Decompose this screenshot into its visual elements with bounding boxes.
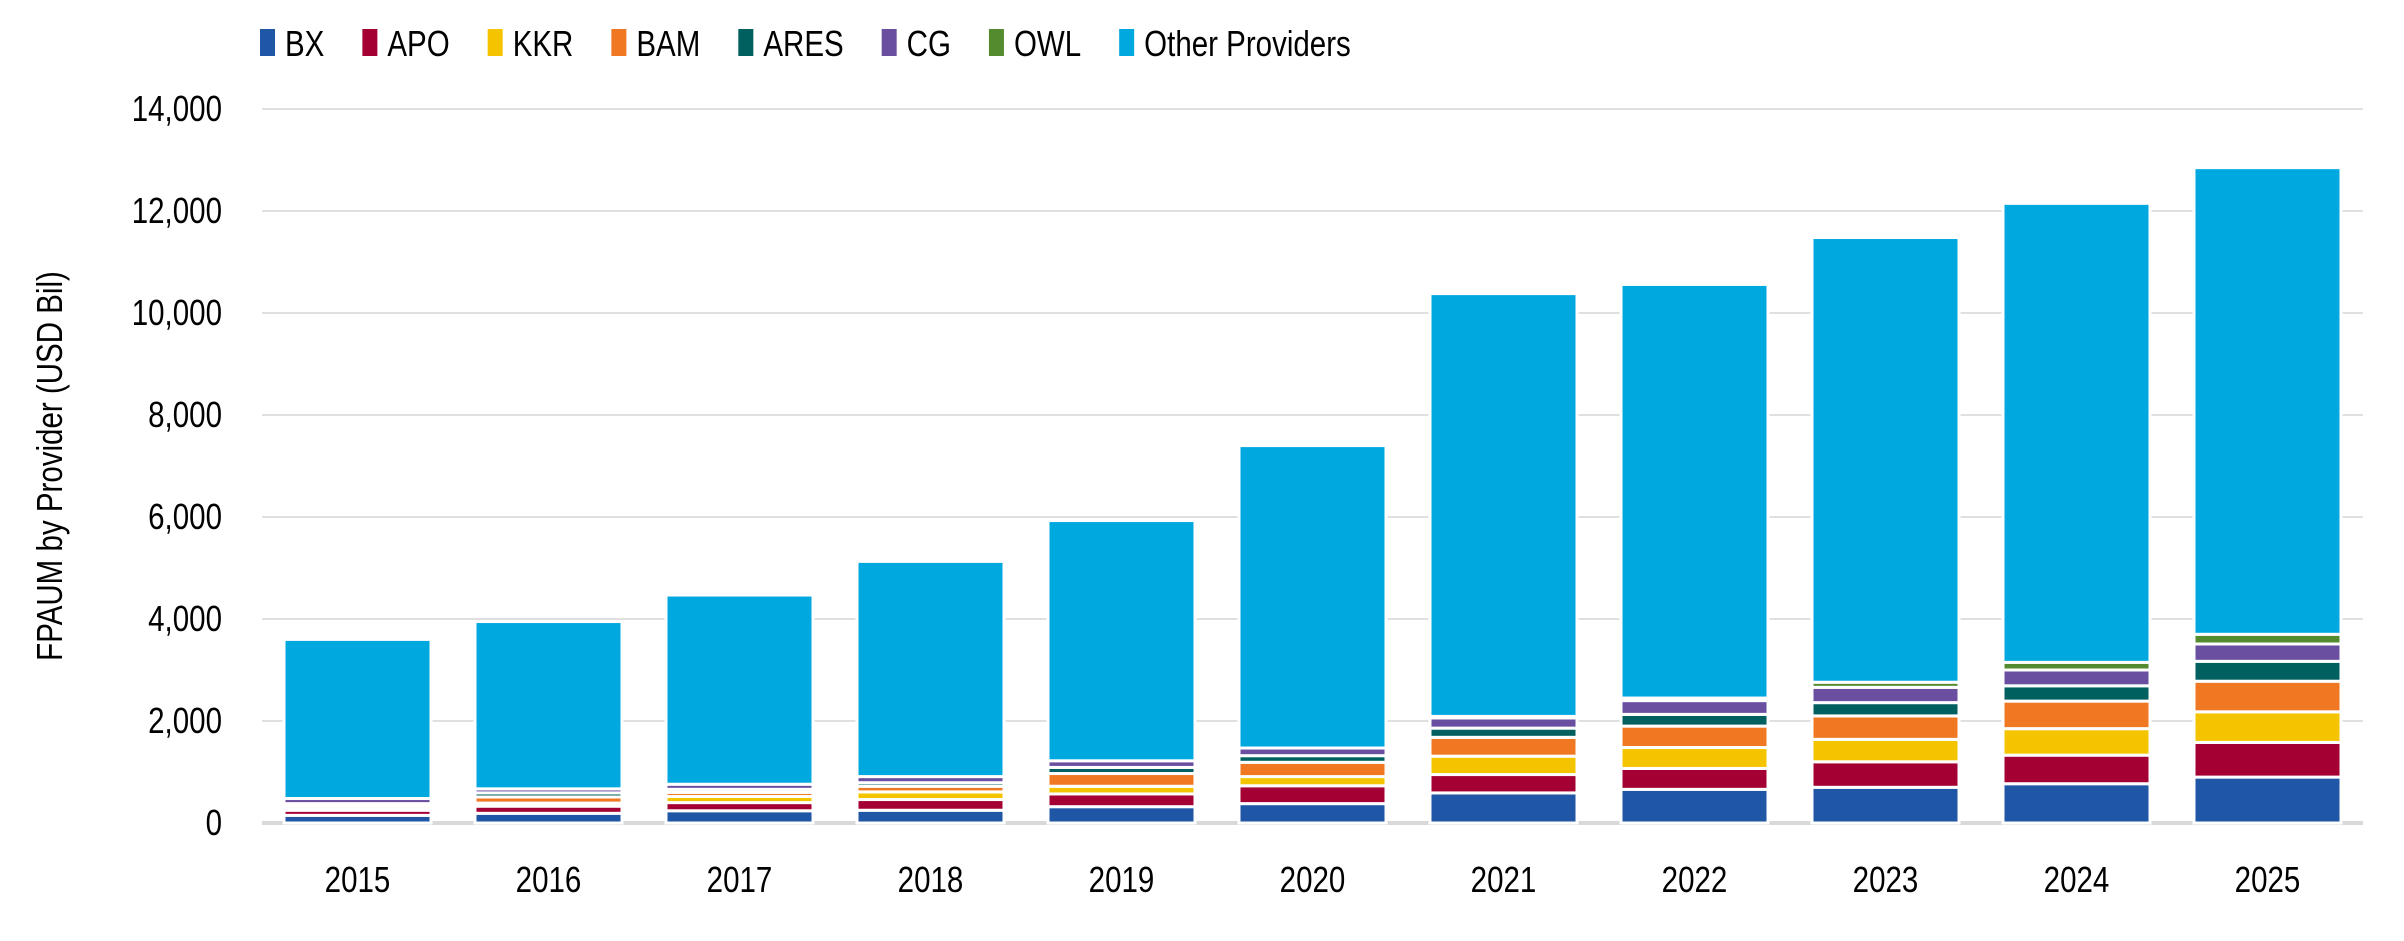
bar-other-providers-2025 xyxy=(2192,166,2343,636)
y-tick-label: 12,000 xyxy=(132,190,222,230)
bar-bx-2023 xyxy=(1810,785,1961,825)
y-axis-ticks: 0 2,000 4,000 6,000 8,000 10,000 12,000 14,000 xyxy=(132,88,222,842)
bar-apo-2019 xyxy=(1046,792,1197,809)
x-axis-ticks: 2015 2016 2017 2018 2019 2020 2021 2022 2023 2024… xyxy=(325,859,2301,899)
bar-apo-2024 xyxy=(2001,753,2152,786)
legend-swatch-other-providers xyxy=(1119,29,1135,56)
bar-bx-2025 xyxy=(2192,775,2343,825)
bar-other-providers-2018 xyxy=(855,559,1006,779)
x-tick-label: 2018 xyxy=(898,859,964,899)
bar-apo-2023 xyxy=(1810,760,1961,789)
legend-label: APO xyxy=(387,23,449,63)
bar-bx-2024 xyxy=(2001,782,2152,825)
legend-label: ARES xyxy=(763,23,843,63)
bar-bx-2020 xyxy=(1237,802,1388,825)
bar-bam-2024 xyxy=(2001,699,2152,731)
x-tick-label: 2024 xyxy=(2044,859,2110,899)
bar-cg-2024 xyxy=(2001,668,2152,688)
legend-swatch-owl xyxy=(988,29,1004,56)
x-tick-label: 2019 xyxy=(1089,859,1155,899)
bar-cg-2023 xyxy=(1810,685,1961,705)
y-tick-label: 14,000 xyxy=(132,88,222,128)
bar-bam-2025 xyxy=(2192,679,2343,714)
legend-label: BAM xyxy=(636,23,700,63)
legend: BX APO KKR BAM ARES CG OWL Other Providers xyxy=(260,23,1351,64)
bar-apo-2025 xyxy=(2192,740,2343,779)
legend-label: BX xyxy=(285,23,324,63)
bar-other-providers-2024 xyxy=(2001,201,2152,664)
legend-label: Other Providers xyxy=(1144,23,1351,63)
bar-other-providers-2019 xyxy=(1046,519,1197,763)
bar-other-providers-2021 xyxy=(1428,292,1579,718)
bar-bam-2022 xyxy=(1619,724,1770,750)
y-axis-title: FPAUM by Provider (USD Bil) xyxy=(29,271,69,661)
bar-apo-2022 xyxy=(1619,766,1770,791)
bar-other-providers-2016 xyxy=(473,620,624,791)
legend-swatch-cg xyxy=(881,29,897,56)
x-tick-label: 2021 xyxy=(1471,859,1537,899)
y-tick-label: 6,000 xyxy=(148,496,222,536)
legend-swatch-bam xyxy=(611,29,627,56)
x-tick-label: 2022 xyxy=(1662,859,1728,899)
bar-apo-2021 xyxy=(1428,773,1579,795)
bar-other-providers-2020 xyxy=(1237,444,1388,750)
bar-ares-2025 xyxy=(2192,659,2343,683)
x-tick-label: 2017 xyxy=(707,859,773,899)
bar-ares-2023 xyxy=(1810,701,1961,718)
bar-apo-2020 xyxy=(1237,784,1388,806)
bar-bam-2021 xyxy=(1428,735,1579,758)
legend-swatch-ares xyxy=(738,29,754,56)
x-tick-label: 2020 xyxy=(1280,859,1346,899)
x-tick-label: 2023 xyxy=(1853,859,1919,899)
bar-bx-2018 xyxy=(855,808,1006,825)
bar-other-providers-2022 xyxy=(1619,282,1770,700)
bar-other-providers-2017 xyxy=(664,593,815,786)
bar-bam-2020 xyxy=(1237,760,1388,779)
bar-cg-2021 xyxy=(1428,716,1579,730)
x-tick-label: 2016 xyxy=(516,859,582,899)
legend-swatch-apo xyxy=(362,29,378,56)
x-tick-label: 2025 xyxy=(2235,859,2301,899)
y-tick-label: 2,000 xyxy=(148,700,222,740)
bar-kkr-2023 xyxy=(1810,737,1961,764)
bar-ares-2022 xyxy=(1619,712,1770,728)
bar-other-providers-2023 xyxy=(1810,236,1961,684)
y-tick-label: 10,000 xyxy=(132,292,222,332)
legend-swatch-kkr xyxy=(487,29,503,56)
bar-apo-2018 xyxy=(855,798,1006,812)
x-tick-label: 2015 xyxy=(325,859,391,899)
legend-label: KKR xyxy=(513,23,574,63)
bar-cg-2025 xyxy=(2192,642,2343,663)
legend-swatch-bx xyxy=(260,29,275,56)
bar-bx-2017 xyxy=(664,809,815,825)
bar-kkr-2021 xyxy=(1428,754,1579,777)
bar-kkr-2024 xyxy=(2001,727,2152,757)
bar-ares-2024 xyxy=(2001,684,2152,703)
y-tick-label: 0 xyxy=(206,802,222,842)
bar-kkr-2022 xyxy=(1619,746,1770,770)
bar-cg-2022 xyxy=(1619,699,1770,716)
bar-bx-2021 xyxy=(1428,791,1579,825)
bars xyxy=(282,166,2343,825)
bar-bam-2023 xyxy=(1810,714,1961,741)
bar-bx-2022 xyxy=(1619,787,1770,825)
bar-bx-2019 xyxy=(1046,805,1197,825)
y-tick-label: 4,000 xyxy=(148,598,222,638)
legend-label: CG xyxy=(907,23,951,63)
bar-kkr-2025 xyxy=(2192,710,2343,744)
legend-label: OWL xyxy=(1014,23,1081,63)
bar-other-providers-2015 xyxy=(282,637,433,801)
bar-bam-2019 xyxy=(1046,772,1197,788)
y-tick-label: 8,000 xyxy=(148,394,222,434)
